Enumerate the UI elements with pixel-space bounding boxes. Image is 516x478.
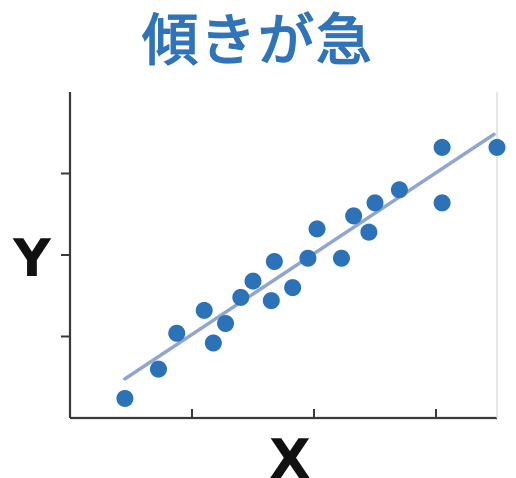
data-point bbox=[217, 314, 235, 332]
data-point bbox=[433, 138, 451, 156]
data-point bbox=[262, 292, 280, 310]
chart-title: 傾きが急 bbox=[142, 9, 374, 74]
data-point bbox=[244, 272, 262, 290]
data-point bbox=[332, 249, 350, 267]
data-point bbox=[390, 181, 408, 199]
data-point bbox=[360, 223, 378, 241]
data-point bbox=[168, 324, 186, 342]
data-point bbox=[433, 194, 451, 212]
data-point bbox=[149, 360, 167, 378]
data-point bbox=[345, 207, 363, 225]
data-point bbox=[488, 138, 506, 156]
data-point bbox=[116, 389, 134, 407]
data-point bbox=[265, 253, 283, 271]
chart-points bbox=[116, 138, 506, 407]
data-point bbox=[232, 288, 250, 306]
data-point bbox=[284, 279, 302, 297]
data-point bbox=[366, 194, 384, 212]
y-axis-label: Y bbox=[12, 229, 52, 289]
chart-axes bbox=[68, 92, 498, 420]
x-axis-label: X bbox=[269, 428, 311, 478]
chart-ticks bbox=[61, 172, 437, 418]
data-point bbox=[195, 301, 213, 319]
data-point bbox=[308, 220, 326, 238]
data-point bbox=[299, 249, 317, 267]
data-point bbox=[204, 334, 222, 352]
